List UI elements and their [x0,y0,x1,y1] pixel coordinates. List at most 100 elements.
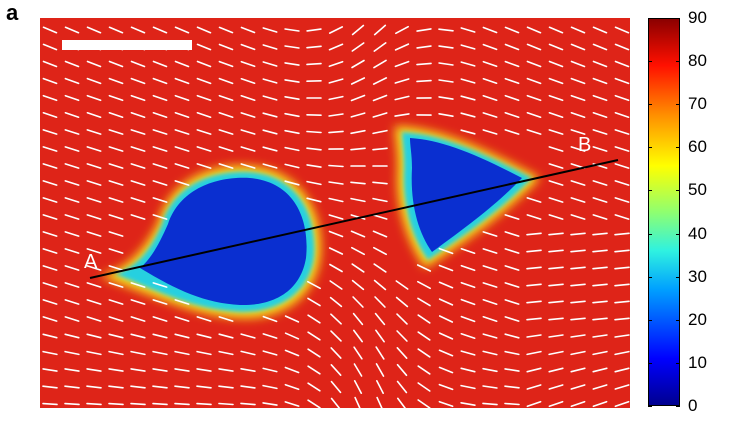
director-dash [64,282,80,288]
director-dash [130,299,146,305]
director-dash [262,402,278,406]
director-dash [504,333,520,339]
director-dash [614,26,630,34]
director-dash [548,129,564,135]
director-dash [394,43,410,51]
director-dash [504,94,520,102]
director-dash [108,94,124,102]
director-dash [240,60,256,68]
director-dash [196,316,212,322]
director-dash [152,197,168,203]
colorbar-tick-label: 20 [688,309,707,329]
director-dash [548,197,564,203]
director-dash [504,282,520,288]
director-dash [352,329,364,343]
director-dash [262,129,278,135]
director-dash [152,129,168,135]
director-dash [108,248,124,254]
director-dash [416,45,432,49]
director-dash [307,297,321,307]
director-dash [306,28,322,32]
director-dash [353,346,363,360]
director-dash [394,60,410,68]
director-dash [570,197,586,203]
director-dash [416,264,432,272]
director-dash [284,163,300,169]
director-dash [86,368,102,372]
director-dash [351,42,365,52]
director-dash [130,197,146,203]
director-dash [526,26,542,34]
director-dash [460,264,476,272]
director-dash [64,368,80,372]
director-dash [42,77,58,85]
director-dash [614,94,630,102]
director-dash [504,129,520,135]
director-dash [240,129,256,135]
colorbar-tick-label: 90 [688,8,707,27]
colorbar-tick-mark [648,406,652,407]
director-dash [86,60,102,68]
colorbar-tick-mark [648,319,652,321]
director-dash [42,333,58,339]
director-dash [196,146,212,152]
director-dash [108,385,124,389]
director-dash [42,316,58,322]
colorbar-tick-mark [648,61,652,63]
director-dash [64,94,80,102]
director-dash [416,62,432,66]
director-dash [570,384,586,390]
director-dash [592,367,608,373]
director-dash [417,399,431,408]
director-dash [307,399,321,408]
director-dash [504,43,520,51]
director-dash [86,265,102,271]
director-dash [504,231,520,237]
director-dash [353,379,363,395]
director-dash [262,95,278,101]
director-dash [307,314,321,324]
director-dash [42,26,58,34]
director-dash [130,163,146,169]
director-dash [108,180,124,186]
director-dash [306,62,322,66]
scale-bar [62,40,192,50]
director-dash [196,77,212,85]
director-dash [526,350,542,356]
director-dash [438,332,454,340]
director-dash [548,300,564,304]
director-dash [504,299,520,305]
director-dash [482,112,498,118]
director-dash [350,214,366,220]
director-dash [374,312,386,326]
director-dash [592,317,608,321]
director-dash [417,382,431,392]
director-dash [352,312,364,326]
director-dash [64,77,80,85]
director-dash [548,43,564,51]
director-dash [482,26,498,34]
director-dash [328,214,344,220]
director-dash [526,317,542,321]
director-dash [42,197,58,203]
director-dash [64,265,80,271]
director-dash [438,281,454,289]
director-dash [174,402,190,406]
director-dash [108,26,124,34]
director-dash [570,232,586,236]
director-dash [86,163,102,169]
director-dash [218,26,234,34]
director-dash [373,42,387,52]
director-dash [152,350,168,356]
director-dash [372,147,388,151]
director-dash [548,180,564,186]
director-dash [108,299,124,305]
director-dash [196,94,212,102]
director-dash [130,129,146,135]
colorbar-tick-mark [676,233,680,235]
director-dash [218,163,234,169]
director-dash [548,94,564,102]
director-dash [64,402,80,406]
director-dash [372,77,388,85]
director-dash [306,164,322,168]
